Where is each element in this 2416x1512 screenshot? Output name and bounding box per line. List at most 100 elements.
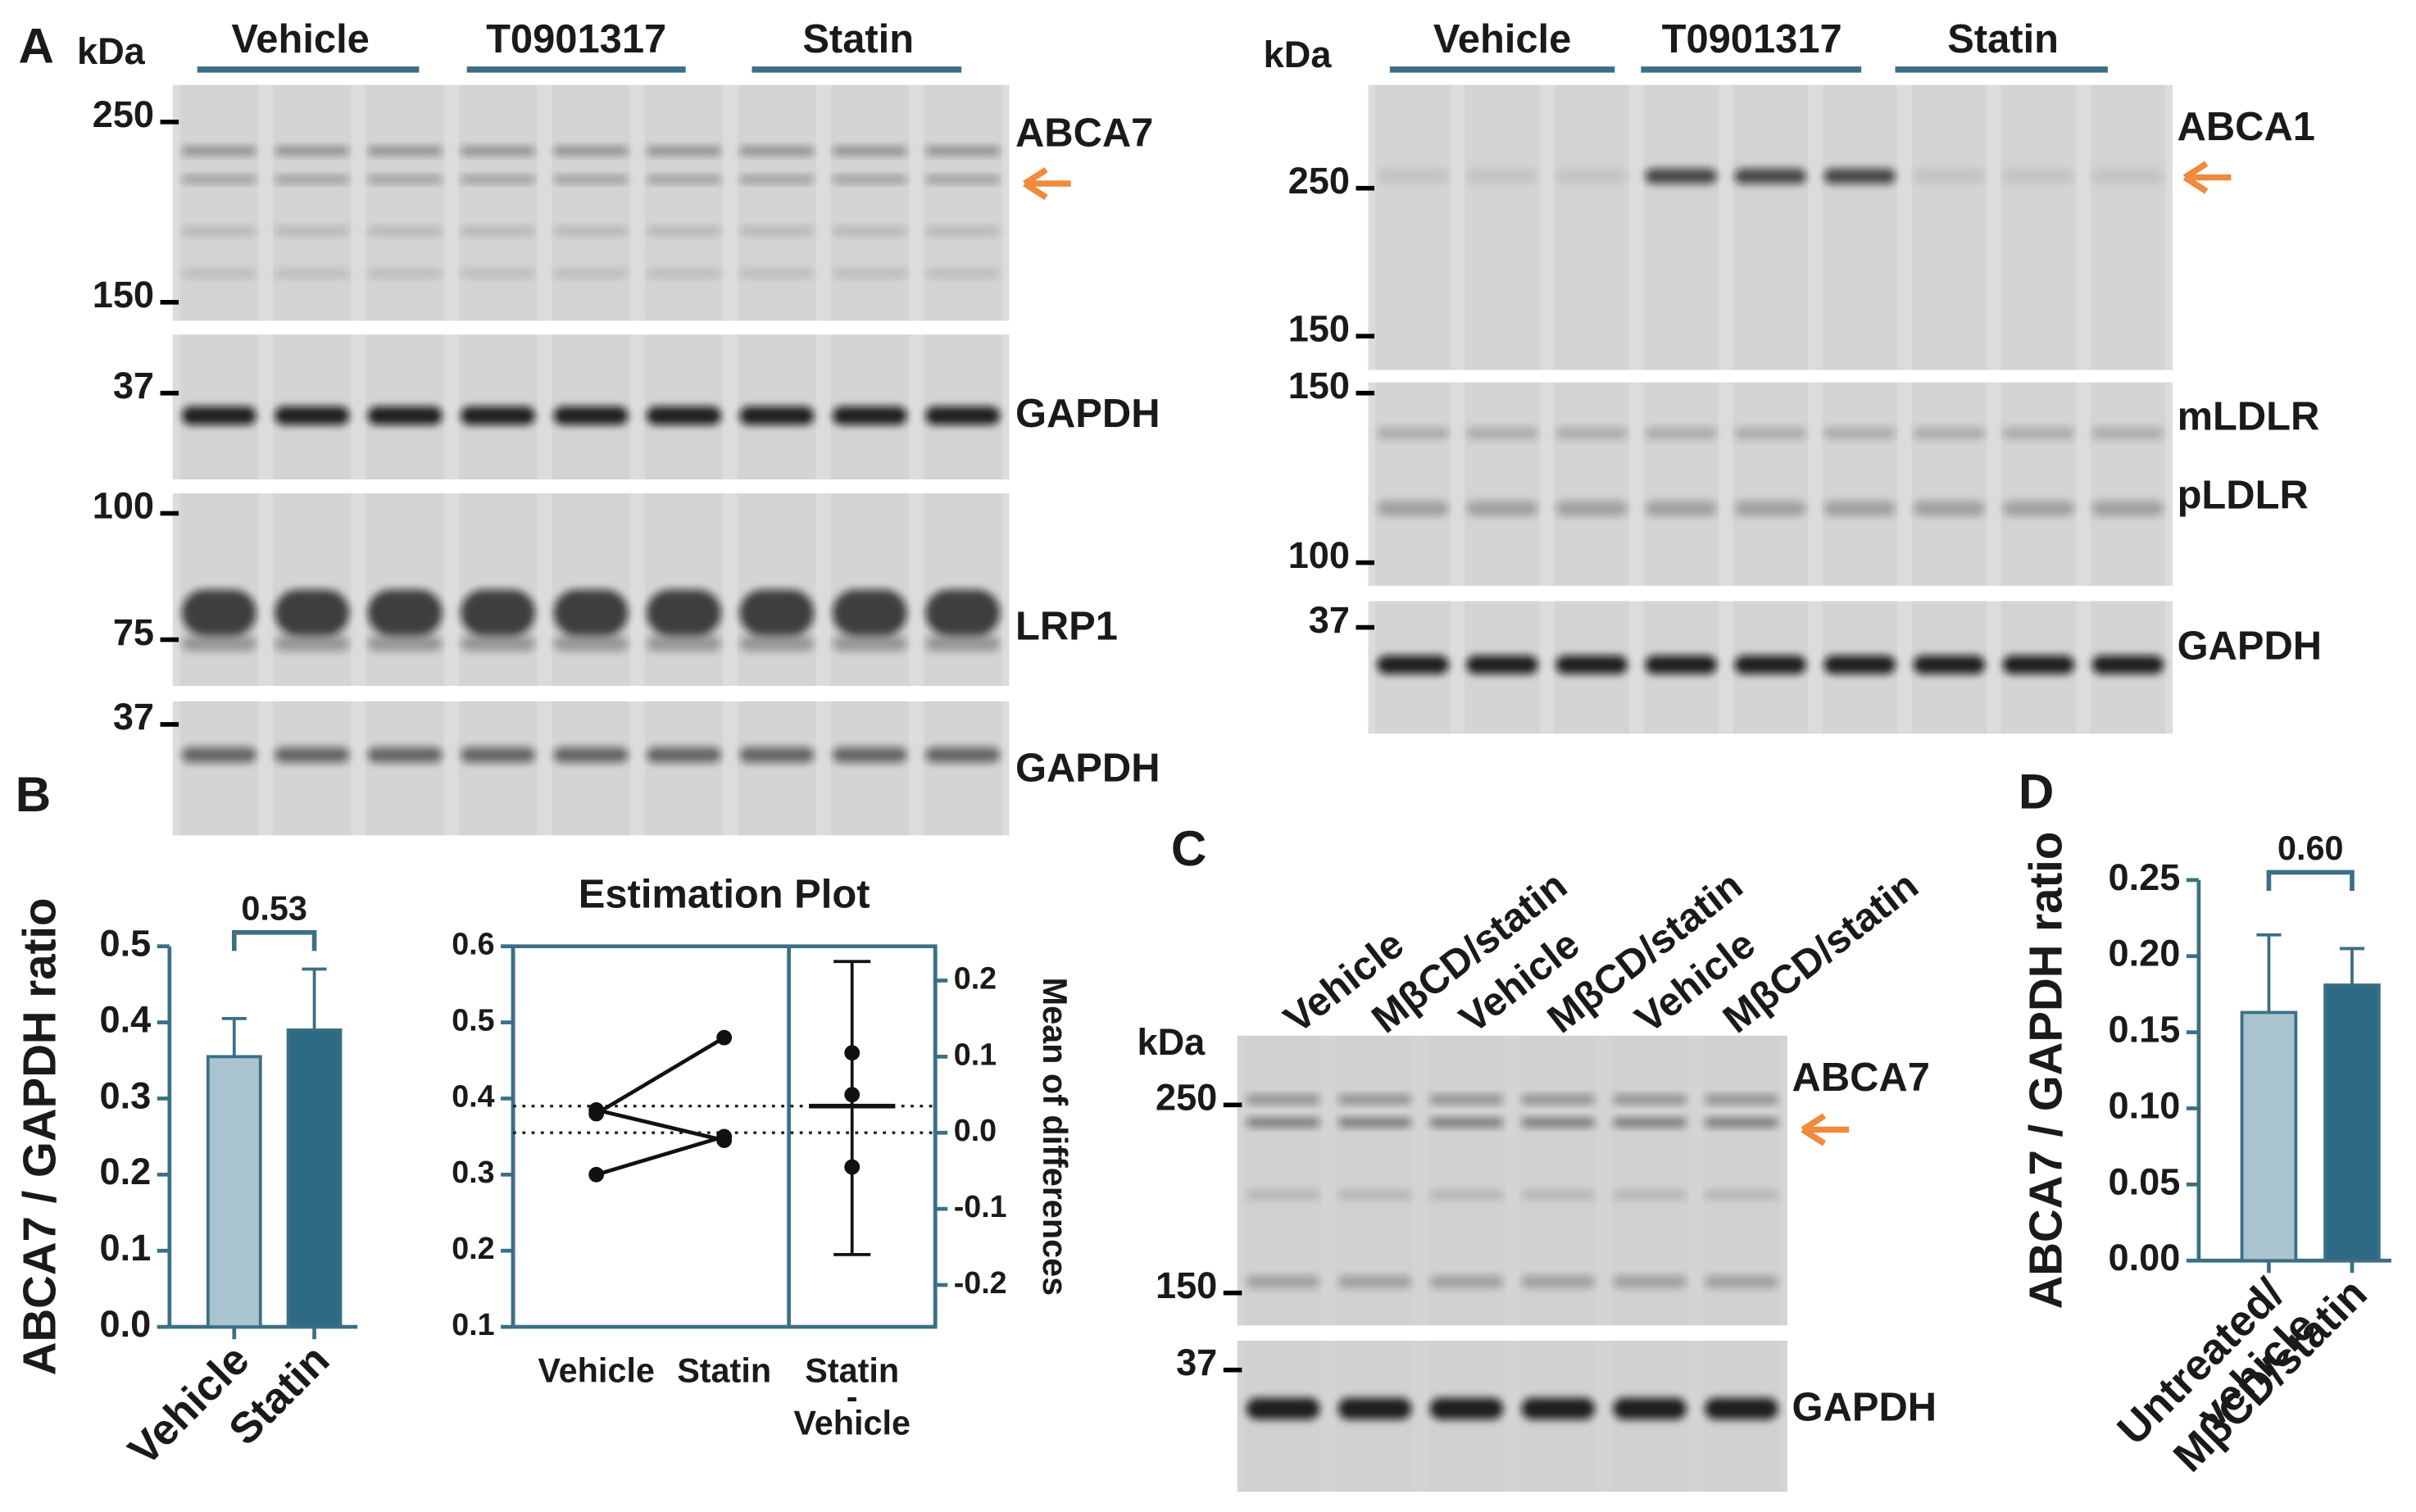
blot-band	[367, 589, 443, 636]
blot-lane	[1733, 382, 1809, 586]
blot-band	[1645, 501, 1717, 516]
blot-band	[1466, 655, 1538, 674]
y-tick-label: 0.10	[2109, 1084, 2181, 1126]
blot-lane	[1822, 84, 1898, 370]
blot-band	[832, 635, 907, 652]
blot-lane	[1554, 84, 1629, 370]
blot-band	[1429, 1118, 1504, 1128]
blot-band	[1913, 655, 1985, 674]
y-tick-label: 0.6	[452, 927, 494, 961]
blot-band	[553, 747, 629, 763]
blot-lane	[924, 84, 1002, 321]
blot-lane	[830, 701, 909, 836]
blot-band	[1913, 501, 1985, 516]
blot-band	[739, 747, 815, 763]
p-value: 0.53	[241, 889, 307, 927]
blot-band	[1466, 501, 1538, 516]
y-tick-label: 0.0	[954, 1113, 997, 1147]
blot-band	[1466, 427, 1538, 440]
blot-band	[1823, 655, 1896, 674]
p-value: 0.60	[2277, 829, 2344, 867]
difference-point	[844, 1087, 861, 1103]
marker-label: 150	[93, 274, 154, 316]
blot-band	[647, 406, 721, 425]
bar	[286, 1028, 343, 1328]
blot-band	[832, 747, 907, 763]
blot-band	[1377, 427, 1449, 440]
blot-band	[647, 226, 721, 236]
bracket	[2266, 870, 2355, 892]
blot-band	[739, 635, 815, 652]
blot-lane	[552, 84, 630, 321]
point	[588, 1101, 604, 1118]
blot-band	[1429, 1275, 1504, 1288]
blot-band	[1734, 427, 1806, 440]
blot-band	[553, 406, 629, 425]
pair-line	[595, 1036, 725, 1116]
blot-band	[1913, 427, 1985, 440]
panel-label: C	[1171, 821, 1206, 876]
blot-lane	[644, 84, 724, 321]
protein-label: pLDLR	[2178, 473, 2309, 517]
blot-lane	[644, 701, 724, 836]
blot-band	[181, 269, 257, 279]
protein-label: GAPDH	[1792, 1386, 1937, 1430]
y-tick-label: 0.2	[452, 1231, 494, 1265]
blot-lane	[1554, 382, 1629, 586]
blot-band	[832, 175, 907, 184]
y-tick-label: -0.2	[954, 1265, 1007, 1300]
blot-band	[925, 635, 1001, 652]
blot-band	[1734, 501, 1806, 516]
blot-band	[461, 146, 535, 156]
arrow-head	[2182, 161, 2209, 194]
blot-lane	[1375, 84, 1451, 370]
group-label: Vehicle	[231, 17, 369, 61]
blot-band	[739, 269, 815, 279]
error-bar	[302, 967, 327, 1030]
marker-label: 250	[1288, 160, 1350, 202]
blot-band	[1521, 1397, 1595, 1420]
blot-band	[925, 226, 1001, 236]
pair-line	[595, 1134, 725, 1177]
blot-band	[1913, 168, 1985, 184]
blot-band	[1521, 1275, 1595, 1288]
blot-band	[1645, 655, 1717, 674]
blot-lane	[1643, 382, 1719, 586]
y-tick-label: 0.2	[100, 1151, 152, 1192]
panel-label: D	[2019, 764, 2054, 819]
blot-lane	[273, 701, 352, 836]
blot-band	[647, 589, 721, 636]
blot-band	[461, 589, 535, 636]
blot-band	[367, 175, 443, 184]
marker-label: 150	[1288, 307, 1350, 349]
pair-line	[596, 1108, 725, 1142]
y-tick-label: 0.05	[2109, 1160, 2181, 1202]
protein-label: ABCA7	[1792, 1056, 1930, 1100]
blot-lane	[924, 701, 1002, 836]
blot-band	[1337, 1275, 1412, 1288]
y-tick-label: 0.4	[100, 998, 152, 1040]
blot-band	[275, 635, 350, 652]
blot-band	[1246, 1118, 1320, 1128]
difference-point	[844, 1159, 861, 1175]
blot-band	[553, 146, 629, 156]
blot-band	[1429, 1094, 1504, 1105]
blot-band	[275, 747, 350, 763]
point	[588, 1166, 604, 1183]
bar	[206, 1055, 262, 1328]
blot-band	[1705, 1275, 1778, 1288]
marker-label: 150	[1288, 365, 1350, 406]
blot-band	[647, 635, 721, 652]
x-tick-label: Statin	[805, 1351, 899, 1389]
blot-band	[275, 226, 350, 236]
protein-label: GAPDH	[1015, 392, 1160, 436]
blot-band	[367, 747, 443, 763]
blot-band	[925, 747, 1001, 763]
y-axis-label: ABCA7 / GAPDH ratio	[2019, 832, 2071, 1310]
blot-band	[367, 635, 443, 652]
blot-band	[275, 146, 350, 156]
y-tick-label: 0.25	[2109, 856, 2181, 898]
blot-band	[2002, 501, 2074, 516]
blot-band	[1823, 501, 1896, 516]
blot-band	[461, 635, 535, 652]
